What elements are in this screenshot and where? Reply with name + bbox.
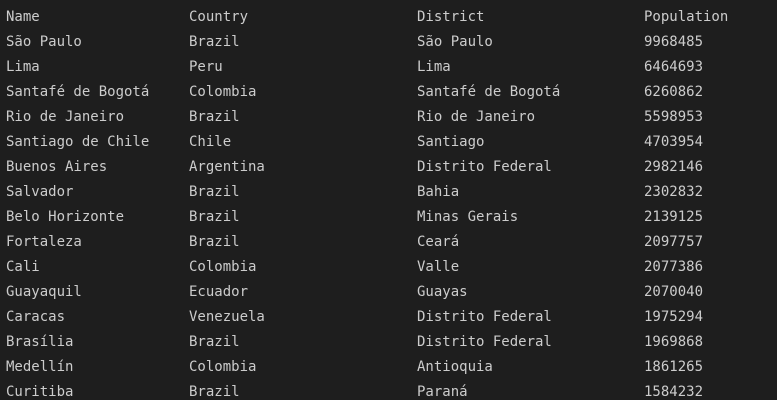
table-row: Cali Colombia Valle 2077386 [0,255,777,280]
cell-country: Venezuela [189,309,265,325]
table-row: Medellín Colombia Antioquia 1861265 [0,355,777,380]
cell-district: Distrito Federal [417,159,552,175]
cell-district: Antioquia [417,359,493,375]
cell-country: Peru [189,59,223,75]
cell-population: 9968485 [644,34,704,50]
cell-district: Valle [417,259,460,275]
cell-name: Buenos Aires [6,159,108,175]
cell-population: 6464693 [644,59,704,75]
table-row: Fortaleza Brazil Ceará 2097757 [0,230,777,255]
cell-population: 4703954 [644,134,704,150]
cell-country: Colombia [189,259,257,275]
cell-country: Brazil [189,34,240,50]
table-row: Salvador Brazil Bahia 2302832 [0,180,777,205]
cell-name: Guayaquil [6,284,82,300]
cell-name: Brasília [6,334,74,350]
cell-name: Cali [6,259,40,275]
cell-population: 2070040 [644,284,704,300]
cell-district: São Paulo [417,34,493,50]
cell-district: Santiago [417,134,485,150]
cell-district: Paraná [417,384,468,400]
column-header-district: District [417,9,485,25]
cell-name: Lima [6,59,40,75]
cell-population: 6260862 [644,84,704,100]
cell-name: Caracas [6,309,66,325]
cell-country: Chile [189,134,232,150]
cell-name: Fortaleza [6,234,82,250]
table-row: Belo Horizonte Brazil Minas Gerais 21391… [0,205,777,230]
cell-population: 1975294 [644,309,704,325]
cell-country: Brazil [189,209,240,225]
cell-country: Ecuador [189,284,249,300]
cell-name: Santiago de Chile [6,134,150,150]
cell-country: Argentina [189,159,265,175]
cell-district: Bahia [417,184,460,200]
table-header-row: Name Country District Population [0,5,777,30]
table-row: Brasília Brazil Distrito Federal 1969868 [0,330,777,355]
cell-name: Rio de Janeiro [6,109,125,125]
cell-country: Brazil [189,234,240,250]
cell-district: Lima [417,59,451,75]
cell-name: Salvador [6,184,74,200]
column-header-name: Name [6,9,40,25]
table-row: Guayaquil Ecuador Guayas 2070040 [0,280,777,305]
cell-district: Distrito Federal [417,334,552,350]
cell-population: 2139125 [644,209,704,225]
cell-district: Minas Gerais [417,209,519,225]
table-row: São Paulo Brazil São Paulo 9968485 [0,30,777,55]
cell-name: Medellín [6,359,74,375]
cell-district: Rio de Janeiro [417,109,536,125]
cell-population: 1969868 [644,334,704,350]
column-header-country: Country [189,9,249,25]
cell-population: 2077386 [644,259,704,275]
cell-country: Colombia [189,359,257,375]
table-row: Buenos Aires Argentina Distrito Federal … [0,155,777,180]
cell-name: Santafé de Bogotá [6,84,150,100]
table-row: Curitiba Brazil Paraná 1584232 [0,380,777,400]
cell-population: 1584232 [644,384,704,400]
cell-population: 2097757 [644,234,704,250]
cell-district: Distrito Federal [417,309,552,325]
cell-country: Brazil [189,184,240,200]
cell-district: Guayas [417,284,468,300]
table-row: Lima Peru Lima 6464693 [0,55,777,80]
cell-name: Belo Horizonte [6,209,125,225]
table-row: Santafé de Bogotá Colombia Santafé de Bo… [0,80,777,105]
table-row: Rio de Janeiro Brazil Rio de Janeiro 559… [0,105,777,130]
cell-population: 5598953 [644,109,704,125]
cell-country: Brazil [189,334,240,350]
cell-population: 1861265 [644,359,704,375]
cell-country: Colombia [189,84,257,100]
column-header-population: Population [644,9,729,25]
cell-population: 2302832 [644,184,704,200]
cell-name: Curitiba [6,384,74,400]
cell-district: Ceará [417,234,460,250]
cell-district: Santafé de Bogotá [417,84,561,100]
cell-country: Brazil [189,384,240,400]
table-row: Santiago de Chile Chile Santiago 4703954 [0,130,777,155]
cell-country: Brazil [189,109,240,125]
cell-population: 2982146 [644,159,704,175]
cell-name: São Paulo [6,34,82,50]
table-row: Caracas Venezuela Distrito Federal 19752… [0,305,777,330]
